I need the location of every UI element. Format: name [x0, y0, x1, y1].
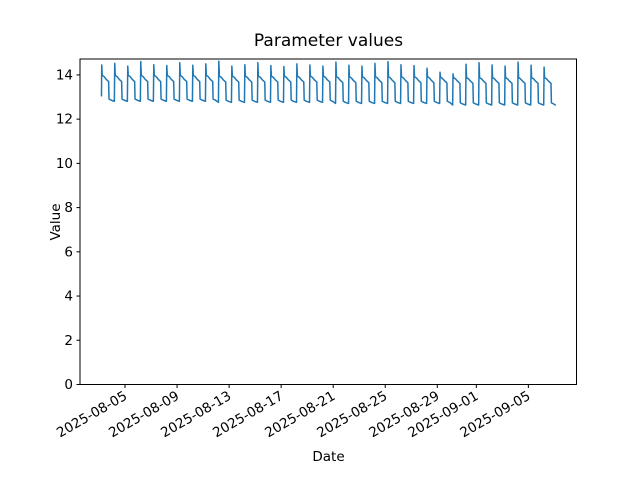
y-tick-label: 8 [64, 200, 73, 216]
y-tick-label: 6 [64, 244, 73, 260]
axes-spines [79, 58, 577, 385]
y-tick-label: 0 [64, 377, 73, 393]
y-tick-label: 2 [64, 333, 73, 349]
chart-title: Parameter values [253, 31, 404, 51]
y-tick-label: 12 [56, 112, 73, 128]
y-tick-label: 4 [64, 289, 73, 305]
y-tick-label: 14 [56, 68, 73, 84]
y-axis-label: Value [48, 203, 64, 241]
y-tick-label: 10 [56, 156, 73, 172]
x-axis-label: Date [312, 449, 345, 465]
series-line [100, 60, 557, 106]
